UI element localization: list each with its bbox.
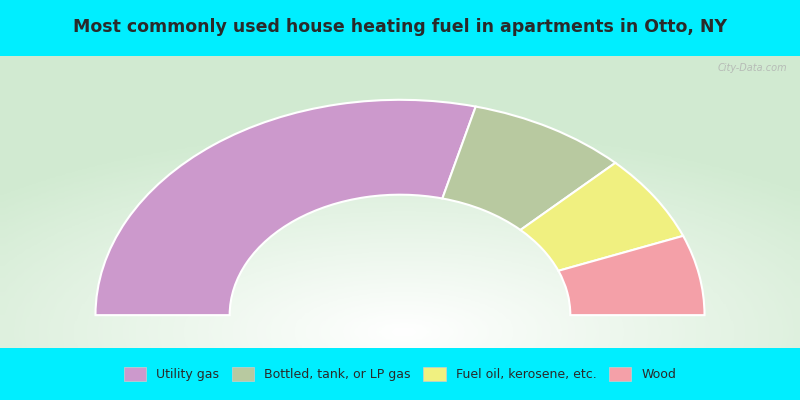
Text: Most commonly used house heating fuel in apartments in Otto, NY: Most commonly used house heating fuel in…: [73, 18, 727, 36]
Wedge shape: [558, 236, 705, 315]
Wedge shape: [95, 100, 476, 315]
Wedge shape: [521, 163, 683, 271]
Text: City-Data.com: City-Data.com: [718, 63, 787, 73]
Legend: Utility gas, Bottled, tank, or LP gas, Fuel oil, kerosene, etc., Wood: Utility gas, Bottled, tank, or LP gas, F…: [120, 363, 680, 385]
Wedge shape: [442, 106, 615, 230]
